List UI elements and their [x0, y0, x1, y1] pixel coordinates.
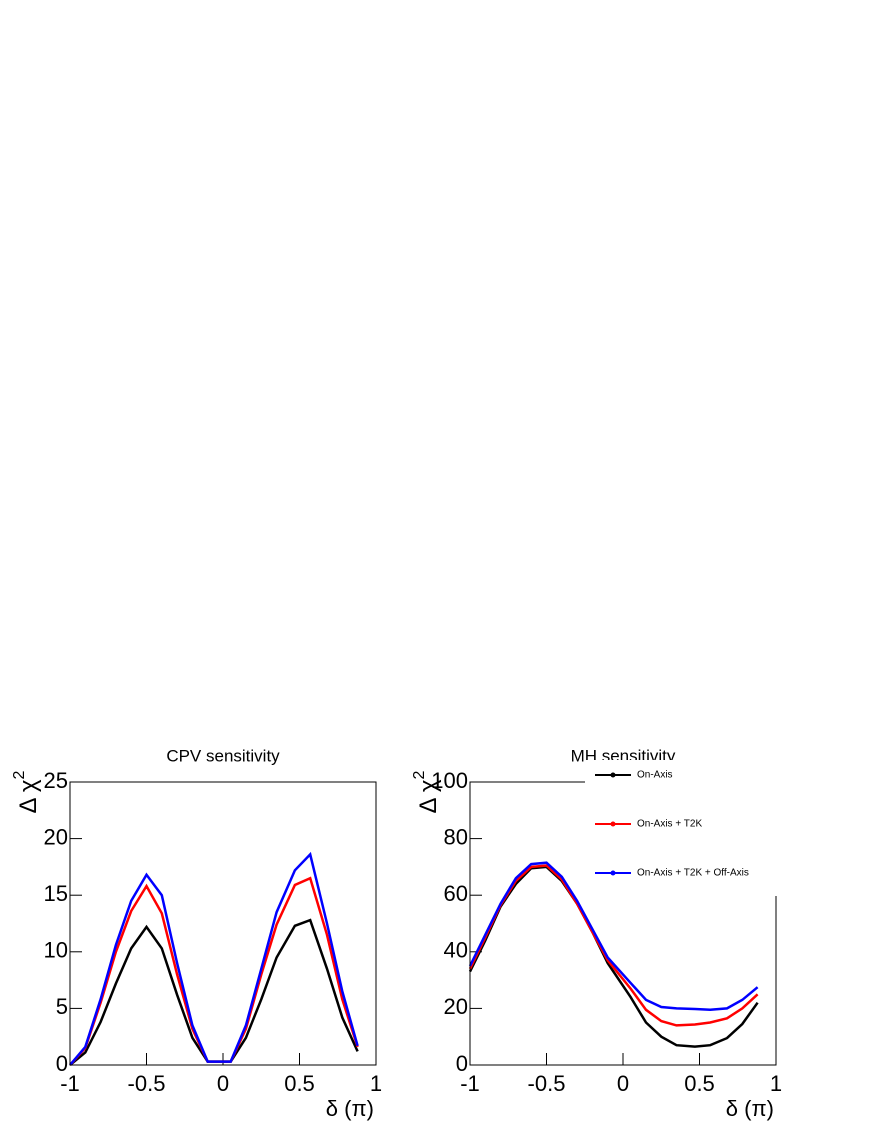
x-axis-label: δ (π) [326, 1096, 374, 1121]
y-axis-label-sup: 2 [11, 770, 28, 779]
y-axis-label-main: Δ χ [415, 779, 442, 813]
y-tick-label: 15 [44, 881, 68, 906]
y-axis-label-sup: 2 [411, 770, 428, 779]
series-line [69, 851, 359, 1066]
series-line [468, 864, 759, 1027]
x-axis-label: δ (π) [726, 1096, 774, 1121]
y-axis-label-main: Δ χ [15, 779, 42, 813]
legend-marker [610, 870, 616, 876]
y-tick-label: 5 [56, 994, 68, 1019]
y-tick-label: 100 [431, 768, 468, 793]
series-line [468, 861, 759, 1012]
y-tick-label: 80 [444, 824, 468, 849]
series-line [69, 918, 359, 1066]
series-line [69, 876, 359, 1066]
y-tick-label: 20 [444, 994, 468, 1019]
y-tick-label: 0 [456, 1051, 468, 1076]
legend-marker [610, 772, 616, 778]
legend-label: On-Axis [637, 770, 673, 781]
x-tick-label: 0.5 [284, 1071, 315, 1096]
x-tick-label: -0.5 [128, 1071, 166, 1096]
y-tick-label: 25 [44, 768, 68, 793]
legend-label: On-Axis + T2K [637, 819, 702, 830]
x-tick-label: -1 [60, 1071, 80, 1096]
y-tick-label: 0 [56, 1051, 68, 1076]
chart-title: CPV sensitivity [166, 746, 280, 765]
y-tick-label: 10 [44, 938, 68, 963]
x-tick-label: 0 [217, 1071, 229, 1096]
x-tick-label: 1 [770, 1071, 782, 1096]
legend-label: On-Axis + T2K + Off-Axis [637, 868, 749, 879]
x-tick-label: -0.5 [528, 1071, 566, 1096]
y-tick-label: 60 [444, 881, 468, 906]
plot-frame [69, 781, 377, 1066]
x-tick-label: -1 [460, 1071, 480, 1096]
y-tick-label: 20 [44, 824, 68, 849]
series-line [468, 865, 759, 1048]
y-tick-label: 40 [444, 938, 468, 963]
legend-marker [610, 821, 616, 827]
y-axis-label: Δ χ2 [411, 770, 442, 813]
y-axis-label: Δ χ2 [11, 770, 42, 813]
x-tick-label: 0.5 [684, 1071, 715, 1096]
x-tick-label: 1 [370, 1071, 382, 1096]
x-tick-label: 0 [617, 1071, 629, 1096]
